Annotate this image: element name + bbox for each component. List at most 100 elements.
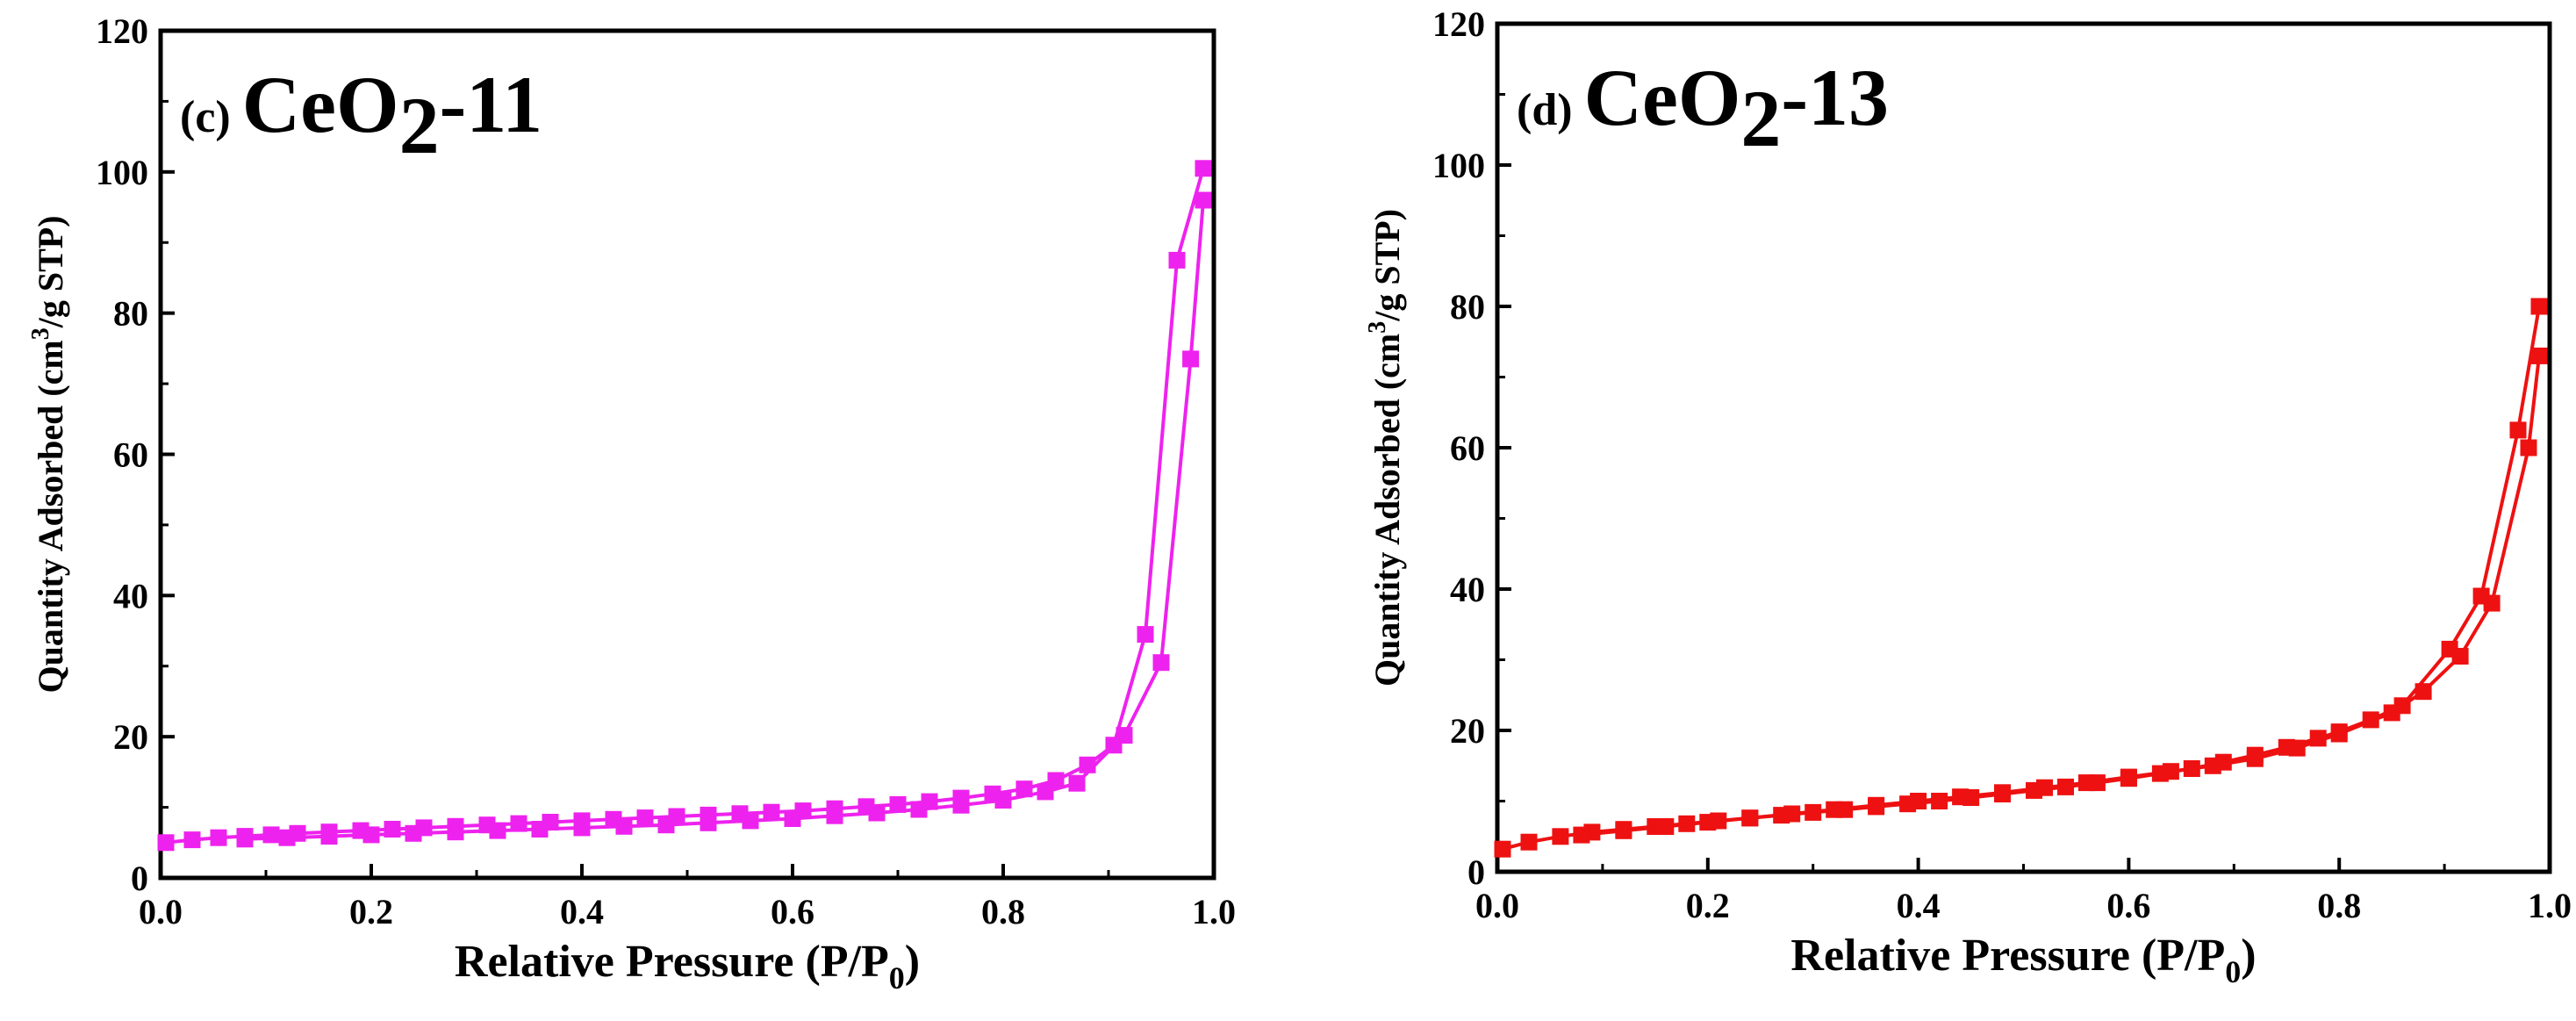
data-point: [868, 804, 886, 822]
x-tick-label: 0.2: [1686, 886, 1730, 925]
data-point: [1910, 793, 1927, 809]
panel-name-main: CeO: [1584, 53, 1741, 142]
y-tick-label: 100: [1432, 146, 1485, 185]
x-axis-title-sub: 0: [2225, 954, 2241, 989]
data-point: [1195, 191, 1212, 209]
x-tick-label: 0.8: [2317, 886, 2361, 925]
data-point: [2288, 739, 2306, 757]
data-point: [362, 826, 380, 844]
panel-name-sub: 2: [1740, 74, 1781, 163]
series-desorption: [1573, 347, 2548, 844]
data-point: [910, 801, 928, 818]
data-point: [2036, 779, 2053, 796]
x-tick-label: 0.8: [981, 892, 1025, 931]
data-point: [1552, 828, 1569, 845]
data-point: [1573, 826, 1590, 844]
y-axis-title-post: /g STP): [1367, 209, 1407, 322]
data-point: [531, 821, 549, 838]
y-tick-label: 20: [113, 717, 148, 757]
data-point: [952, 796, 970, 814]
series-adsorption: [157, 160, 1212, 852]
data-point: [889, 795, 907, 813]
x-axis-title-sub: 0: [889, 960, 905, 996]
x-tick-label: 0.0: [1475, 886, 1519, 925]
data-point: [210, 829, 227, 846]
y-axis-title-sup: 3: [1364, 321, 1391, 334]
y-tick-label: 40: [1450, 570, 1485, 609]
x-tick-label: 0.2: [349, 892, 393, 931]
data-point: [1195, 160, 1212, 177]
data-point: [784, 810, 801, 827]
series-desorption: [236, 191, 1212, 848]
data-point: [1994, 784, 2011, 802]
data-point: [2530, 298, 2548, 315]
data-point: [1015, 780, 1033, 798]
data-point: [510, 815, 527, 832]
data-point: [2330, 725, 2348, 743]
data-point: [2530, 347, 2548, 364]
y-axis-title-post: /g STP): [31, 215, 70, 328]
x-axis-title-close: ): [2241, 931, 2256, 981]
y-tick-label: 60: [113, 435, 148, 475]
x-axis-title-main: Relative Pressure (P/P: [1790, 931, 2225, 981]
panel-tag: (c): [180, 92, 242, 142]
data-point: [1657, 818, 1675, 835]
series-line: [1502, 306, 2541, 852]
data-point: [1699, 814, 1717, 831]
series-adsorption: [1494, 298, 2548, 858]
panel-name-main: CeO: [242, 60, 399, 149]
x-axis-title-close: ): [905, 937, 920, 987]
x-axis-title: Relative Pressure (P/P0): [455, 937, 920, 996]
panel-title: (c) CeO2-11: [180, 60, 542, 170]
y-tick-label: 120: [1432, 4, 1485, 44]
data-point: [573, 819, 591, 837]
data-point: [826, 807, 843, 824]
data-point: [183, 831, 201, 849]
data-point: [763, 803, 780, 821]
y-tick-label: 120: [96, 11, 148, 51]
chart-panel-d: 0.0 0.2 0.4 0.6 0.8 1.0020406080100120Relativ…: [1364, 4, 2572, 989]
data-point: [1826, 801, 1843, 818]
data-point: [278, 829, 296, 846]
data-point: [657, 816, 675, 834]
plot-frame: [1495, 21, 2552, 874]
data-point: [1494, 840, 1511, 858]
y-tick-label: 0: [131, 859, 148, 898]
data-point: [2120, 768, 2137, 786]
x-axis-title: Relative Pressure (P/P0): [1790, 931, 2256, 989]
data-point: [2204, 757, 2221, 774]
data-point: [157, 834, 175, 852]
data-point: [2383, 704, 2400, 722]
x-tick-label: 0.0: [139, 892, 183, 931]
data-point: [236, 830, 254, 848]
data-point: [700, 814, 717, 831]
data-point: [2509, 421, 2527, 439]
data-point: [1741, 809, 1759, 827]
data-point: [2162, 763, 2179, 780]
data-point: [262, 826, 280, 844]
x-axis-title-main: Relative Pressure (P/P: [455, 937, 889, 987]
data-point: [2246, 750, 2264, 767]
data-point: [1783, 805, 1801, 823]
data-point: [489, 822, 506, 839]
y-tick-label: 20: [1450, 711, 1485, 751]
panel-tag: (d): [1517, 85, 1584, 135]
data-point: [1520, 833, 1538, 851]
panel-name-sub: 2: [399, 81, 440, 170]
panel-name-suffix: -13: [1781, 53, 1889, 142]
y-tick-label: 80: [113, 294, 148, 334]
chart-panel-c: 0.0 0.2 0.4 0.6 0.8 1.0020406080100120Relativ…: [27, 11, 1236, 996]
data-point: [2451, 648, 2469, 665]
y-tick-label: 60: [1450, 428, 1485, 468]
data-point: [994, 792, 1012, 809]
data-point: [1068, 774, 1086, 792]
y-tick-label: 100: [96, 153, 148, 192]
plot-frame: [158, 28, 1216, 881]
data-point: [2520, 439, 2537, 457]
data-point: [615, 817, 633, 835]
x-tick-label: 0.6: [2106, 886, 2150, 925]
data-point: [405, 824, 422, 842]
data-point: [1615, 822, 1632, 839]
